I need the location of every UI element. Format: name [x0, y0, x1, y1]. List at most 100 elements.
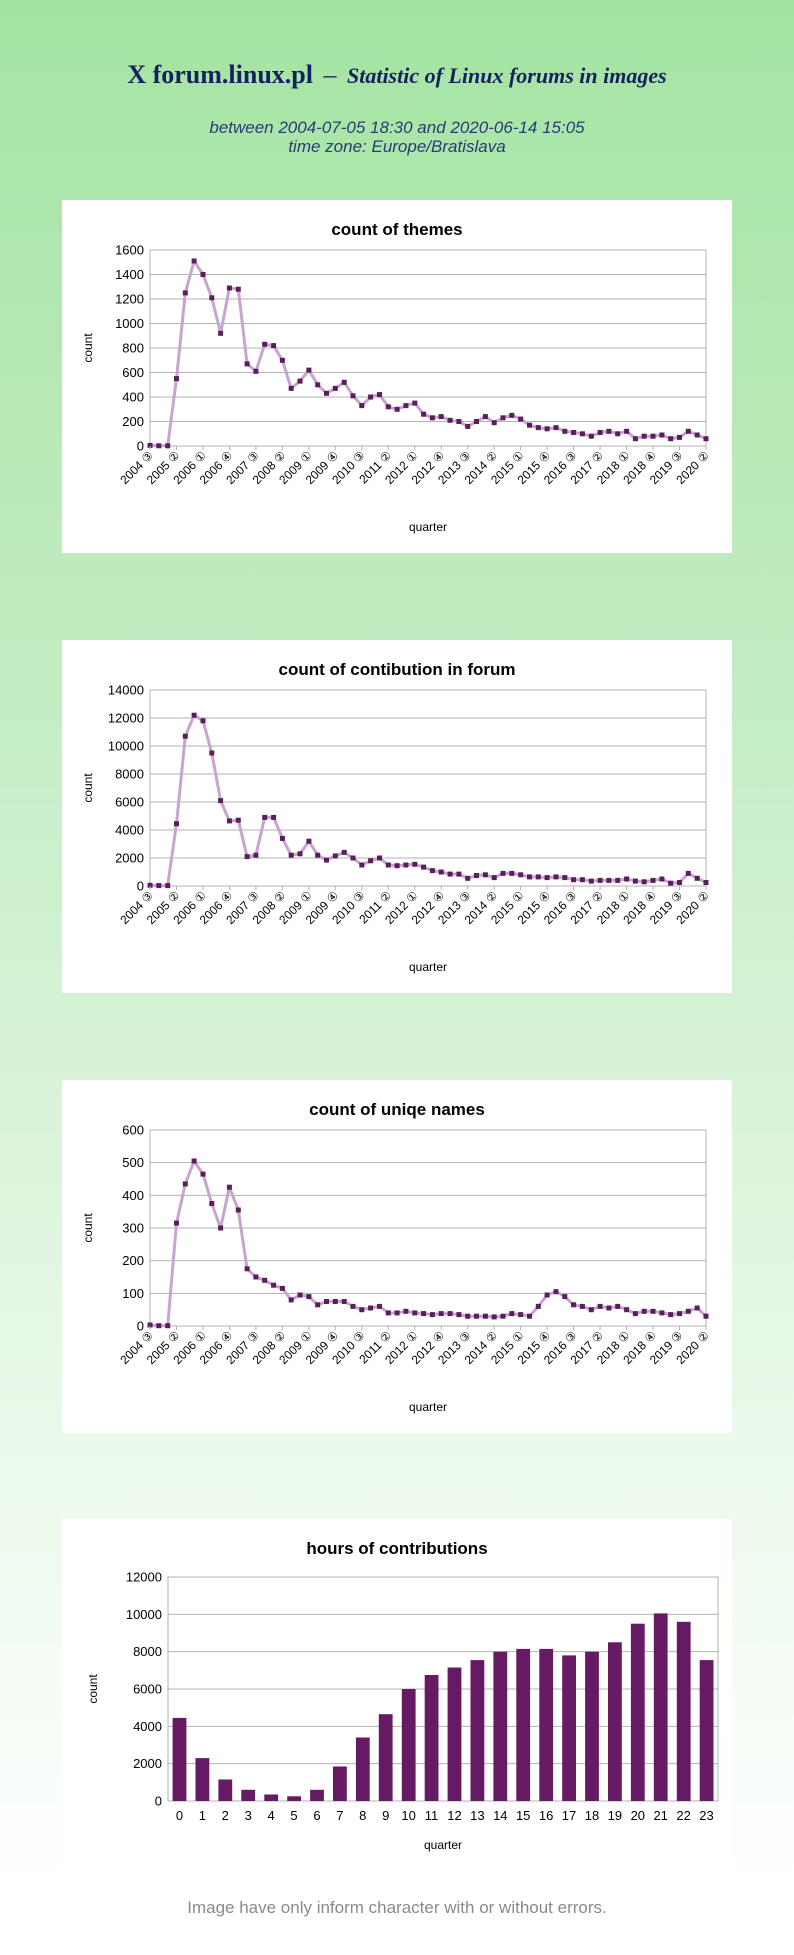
x-axis-label: quarter	[424, 1838, 462, 1852]
data-point	[650, 433, 656, 439]
x-tick-label: 23	[699, 1808, 713, 1823]
y-tick-label: 8000	[133, 1644, 162, 1659]
disclaimer-note: Image have only inform character with or…	[187, 1898, 607, 1917]
data-point	[474, 1313, 479, 1319]
data-point	[606, 877, 612, 883]
data-point	[456, 419, 462, 424]
chart-hours: hours of contributions 0 2000 4000 6000 8000 1…	[86, 1539, 719, 1852]
y-tick-label: 0	[137, 879, 144, 894]
data-point	[527, 874, 532, 880]
x-tick-label: 7	[336, 1808, 343, 1823]
data-point	[191, 258, 197, 264]
x-tick-label: 21	[653, 1808, 667, 1823]
data-point	[218, 1225, 224, 1231]
data-point	[174, 376, 179, 382]
x-axis-label: quarter	[409, 960, 447, 974]
data-point	[659, 876, 665, 882]
data-point	[324, 857, 329, 863]
y-tick-label: 4000	[115, 823, 144, 838]
data-point	[244, 361, 250, 367]
bar	[493, 1651, 508, 1801]
data-point	[262, 814, 268, 820]
data-point	[182, 1181, 188, 1187]
data-point	[527, 422, 532, 428]
bar	[218, 1779, 233, 1801]
bar	[608, 1642, 622, 1801]
x-tick-label: 0	[176, 1808, 183, 1823]
data-point	[332, 385, 338, 391]
x-tick-label: 8	[359, 1808, 366, 1823]
x-tick-label: 19	[608, 1808, 622, 1823]
data-point	[518, 1312, 524, 1318]
x-axis-label: quarter	[409, 520, 447, 534]
x-tick-label: 15	[516, 1808, 530, 1823]
y-tick-label: 400	[122, 390, 144, 405]
data-point	[482, 872, 488, 878]
data-point	[306, 1294, 312, 1300]
data-point	[474, 873, 479, 878]
data-point	[588, 878, 594, 884]
data-point	[341, 379, 347, 385]
data-point	[324, 1299, 329, 1304]
data-point	[271, 343, 277, 349]
data-point	[544, 875, 550, 881]
data-point	[288, 852, 294, 858]
data-point	[218, 330, 224, 336]
chart-title: count of themes	[331, 220, 462, 239]
y-tick-label: 2000	[115, 851, 144, 866]
data-point	[297, 851, 303, 857]
y-tick-label: 600	[122, 365, 144, 380]
data-point	[615, 1303, 621, 1309]
data-point	[279, 357, 285, 363]
data-point	[288, 1297, 294, 1303]
data-point	[668, 1312, 674, 1318]
data-point	[659, 1310, 665, 1316]
data-point	[235, 817, 241, 823]
y-tick-label: 10000	[126, 1607, 162, 1622]
y-tick-label: 6000	[115, 795, 144, 810]
data-point	[297, 378, 303, 384]
data-point	[685, 870, 691, 876]
data-point	[226, 285, 232, 291]
bar	[401, 1689, 416, 1801]
chart-panel-themes: count of themes 0 200 400 600 800 1000 1200 1400…	[62, 200, 732, 553]
data-point	[447, 1311, 453, 1317]
data-point	[500, 415, 506, 421]
y-axis-label: count	[81, 1213, 95, 1243]
data-point	[156, 883, 162, 889]
data-point	[226, 818, 232, 824]
data-point	[544, 426, 550, 432]
y-tick-label: 1600	[115, 243, 144, 258]
site-name[interactable]: forum.linux.pl	[152, 60, 313, 89]
data-point	[165, 1323, 171, 1329]
data-point	[156, 1323, 162, 1329]
bar	[310, 1789, 324, 1801]
bar	[172, 1717, 187, 1801]
chart-contributions: count of contibution in forum 0 2000 4000 60…	[81, 660, 712, 974]
bar	[676, 1621, 691, 1801]
data-point	[306, 838, 312, 844]
data-point	[438, 1311, 444, 1317]
x-tick-label: 10	[401, 1808, 415, 1823]
bar	[539, 1648, 554, 1801]
data-point	[253, 852, 259, 858]
y-axis-label: count	[81, 333, 95, 363]
x-tick-label: 16	[539, 1808, 553, 1823]
data-point	[421, 1311, 427, 1317]
data-point	[456, 1312, 462, 1318]
data-point	[182, 733, 188, 739]
data-point	[438, 869, 444, 875]
data-point	[209, 750, 215, 756]
data-point	[677, 1311, 682, 1317]
data-point	[615, 431, 621, 437]
bar	[287, 1796, 301, 1801]
data-point	[200, 718, 206, 724]
y-tick-label: 14000	[108, 683, 144, 698]
data-point	[235, 286, 241, 292]
y-tick-label: 500	[122, 1155, 144, 1170]
data-point	[332, 853, 338, 859]
data-point	[209, 1201, 215, 1206]
plot-area-border	[167, 1576, 719, 1802]
x-tick-label: 18	[585, 1808, 599, 1823]
data-point	[482, 1313, 488, 1319]
